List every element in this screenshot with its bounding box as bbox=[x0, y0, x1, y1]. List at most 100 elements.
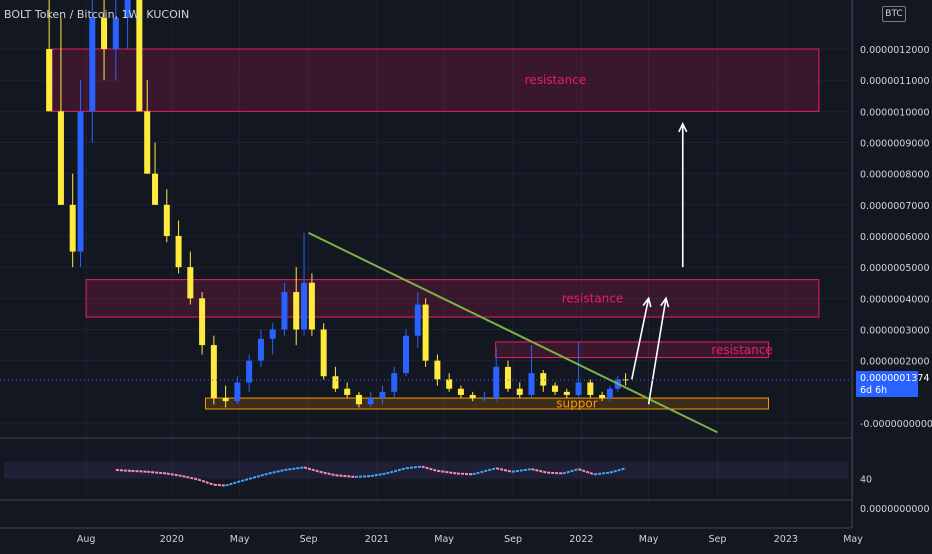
projection-arrow bbox=[647, 296, 670, 405]
indicator-line bbox=[237, 476, 254, 484]
candle bbox=[124, 0, 131, 49]
candle bbox=[403, 329, 410, 377]
candle bbox=[46, 0, 53, 112]
candle bbox=[414, 292, 421, 349]
indicator-line bbox=[456, 472, 473, 476]
y-tick-label: 0.0000003000 bbox=[860, 326, 930, 337]
candle-body bbox=[528, 373, 535, 395]
y-tick-label: 0.0000008000 bbox=[860, 170, 930, 181]
candle bbox=[269, 323, 276, 355]
indicator-line bbox=[495, 467, 513, 473]
candle-body bbox=[175, 236, 182, 268]
candle bbox=[552, 382, 559, 395]
indicator-line bbox=[303, 466, 321, 473]
candle bbox=[504, 360, 511, 392]
candle-body bbox=[152, 173, 159, 205]
y-tick-label: 0.0000000000 bbox=[860, 504, 930, 515]
x-tick-label: Sep bbox=[709, 534, 727, 545]
candle-body bbox=[622, 379, 629, 381]
x-tick-label: May bbox=[639, 534, 659, 545]
candle bbox=[540, 370, 547, 392]
arrow-shaft bbox=[647, 298, 667, 405]
zone-box bbox=[495, 341, 769, 359]
candle-body bbox=[269, 329, 276, 339]
candle-body bbox=[344, 388, 351, 395]
candle-body bbox=[112, 17, 119, 49]
indicator-band bbox=[4, 461, 848, 479]
indicator-line bbox=[531, 468, 548, 474]
candle-body bbox=[222, 398, 229, 402]
indicator-line bbox=[609, 467, 626, 474]
indicator-line bbox=[319, 470, 336, 477]
candle bbox=[112, 0, 119, 81]
indicator-line bbox=[225, 481, 238, 487]
currency-badge[interactable]: BTC bbox=[882, 6, 906, 22]
candle bbox=[422, 298, 429, 367]
candle-body bbox=[575, 382, 582, 395]
x-tick-label: 2023 bbox=[774, 534, 798, 545]
y-tick-label: 0.0000011000 bbox=[860, 76, 930, 87]
candle bbox=[606, 385, 613, 402]
candle bbox=[301, 232, 308, 336]
indicator-line bbox=[268, 469, 285, 475]
candle bbox=[222, 385, 229, 408]
indicator-axis-label: 40 bbox=[860, 475, 872, 486]
indicator-line bbox=[472, 467, 497, 476]
candle-body bbox=[163, 204, 170, 236]
candle-body bbox=[293, 292, 300, 330]
candle-body bbox=[379, 391, 386, 399]
candle bbox=[434, 354, 441, 386]
candle bbox=[391, 366, 398, 399]
candle bbox=[599, 391, 606, 402]
candle bbox=[587, 379, 594, 399]
candle bbox=[563, 388, 570, 399]
indicator-line bbox=[197, 478, 215, 486]
candle bbox=[622, 373, 629, 386]
candle-body bbox=[457, 388, 464, 395]
candle-body bbox=[69, 204, 76, 252]
indicator-line bbox=[386, 467, 407, 475]
candle-body bbox=[210, 345, 217, 399]
candle-body bbox=[136, 0, 143, 112]
x-tick-label: May bbox=[434, 534, 454, 545]
x-tick-label: Sep bbox=[300, 534, 318, 545]
candle-body bbox=[446, 379, 453, 389]
candle-body bbox=[504, 366, 511, 389]
candle bbox=[136, 0, 143, 112]
y-tick-label: -0.0000000000 bbox=[860, 419, 932, 430]
y-tick-label: 0.0000004000 bbox=[860, 294, 930, 305]
candle-body bbox=[101, 17, 108, 49]
candle bbox=[187, 251, 194, 305]
indicator-line bbox=[131, 469, 148, 473]
y-tick-label: 0.0000005000 bbox=[860, 263, 930, 274]
indicator-line bbox=[182, 475, 199, 481]
candle bbox=[163, 189, 170, 243]
candle-body bbox=[599, 394, 606, 399]
indicator-line bbox=[370, 472, 387, 478]
zone-box bbox=[204, 397, 769, 410]
x-tick-label: 2022 bbox=[569, 534, 593, 545]
candle bbox=[293, 267, 300, 346]
zone-label: resistance bbox=[525, 73, 587, 87]
y-tick-label: 0.0000010000 bbox=[860, 107, 930, 118]
candle-body bbox=[77, 111, 84, 252]
candle bbox=[344, 382, 351, 399]
zone-label: resistance bbox=[562, 291, 624, 305]
candle bbox=[199, 292, 206, 355]
indicator-line bbox=[166, 472, 183, 478]
candle bbox=[481, 391, 488, 402]
candle bbox=[281, 282, 288, 336]
candle bbox=[210, 335, 217, 405]
last-price-tag: 0.0000001374 6d 6h bbox=[856, 371, 930, 397]
candle bbox=[367, 391, 374, 408]
candle bbox=[575, 341, 582, 399]
y-tick-label: 0.0000012000 bbox=[860, 45, 930, 56]
x-tick-label: 2021 bbox=[365, 534, 389, 545]
x-tick-label: Aug bbox=[77, 534, 96, 545]
candle-body bbox=[355, 394, 362, 405]
candle bbox=[469, 391, 476, 402]
candle-body bbox=[46, 49, 53, 112]
arrow-head bbox=[642, 296, 652, 308]
